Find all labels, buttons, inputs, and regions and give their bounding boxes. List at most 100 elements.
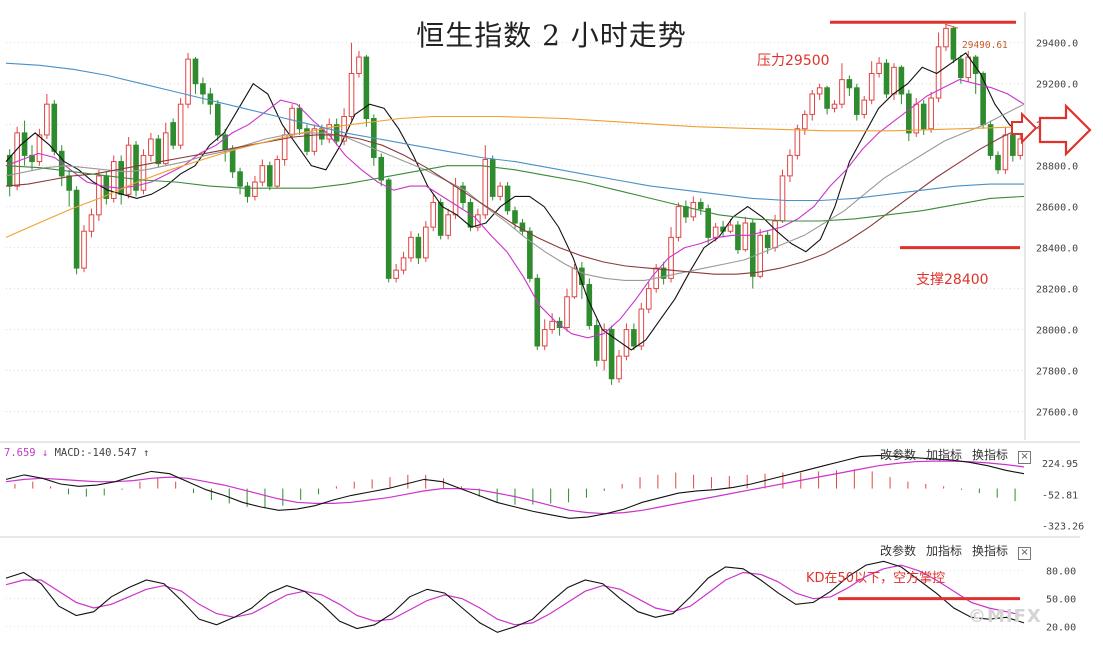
candle-body [96, 175, 102, 216]
ma-line-ma-green [5, 165, 1025, 222]
candle-body [601, 329, 607, 361]
candle-body [972, 56, 979, 74]
macd-value: MACD:-140.547 [54, 447, 137, 459]
candle-body [200, 83, 206, 95]
candle-body [705, 208, 712, 238]
high-marker-pointer [944, 23, 959, 29]
candle-body [995, 154, 1001, 171]
candle-body [333, 124, 340, 142]
price-tick-label: 27800.0 [1036, 367, 1078, 378]
candle-body [638, 308, 645, 347]
kd-k-line [5, 560, 1025, 633]
candle-body [393, 269, 399, 279]
price-tick-label: 28000.0 [1036, 326, 1078, 337]
candle-body [846, 79, 853, 89]
ma-line-ma-magenta [5, 79, 1025, 339]
candle-body [423, 226, 429, 259]
resistance-label: 压力29500 [757, 53, 830, 69]
kd-toolbar: 改参数 加指标 换指标 × [880, 542, 1041, 560]
kd-add-indicator-button[interactable]: 加指标 [926, 544, 963, 558]
moving-average-lines [5, 52, 1025, 351]
candle-body [898, 66, 905, 95]
candle-body [757, 234, 764, 277]
support-label: 支撑28400 [916, 272, 989, 288]
kd-tick-label: 80.00 [1046, 567, 1076, 578]
candle-body [445, 214, 451, 236]
candle-body [408, 236, 414, 259]
macd-toolbar: 改参数 加指标 换指标 × [880, 446, 1041, 464]
candle-body [341, 115, 347, 142]
candle-body [289, 107, 295, 136]
watermark: ©MIFX [968, 606, 1042, 627]
high-marker-label: 29490.61 [962, 40, 1008, 51]
candle-body [378, 156, 385, 181]
up-arrow-icon: ↑ [143, 447, 150, 459]
candle-body [779, 175, 786, 222]
candle-body [519, 222, 526, 232]
kd-edit-params-button[interactable]: 改参数 [880, 544, 917, 558]
candle-body [831, 103, 838, 109]
kd-d-line [5, 564, 1025, 626]
candle-body [192, 58, 199, 85]
candle-body [712, 226, 719, 238]
candle-body [460, 185, 466, 204]
candle-body [564, 296, 570, 329]
candle-body [125, 144, 132, 195]
candle-body [73, 189, 80, 269]
arrow-right-icon [1011, 111, 1038, 145]
candle-body [527, 230, 533, 279]
candle-body [586, 283, 593, 326]
candle-body [876, 62, 882, 74]
candle-body [809, 93, 816, 115]
candle-body [51, 103, 58, 152]
candle-body [437, 202, 444, 236]
candle-body [824, 87, 830, 109]
candle-body [356, 56, 362, 74]
candle-body [854, 87, 860, 115]
candle-body [683, 206, 689, 218]
macd-readout: 7.659 ↓ MACD:-140.547 ↑ [4, 447, 149, 459]
candle-body [534, 277, 541, 347]
macd-edit-params-button[interactable]: 改参数 [880, 448, 917, 462]
candle-body [348, 72, 355, 117]
candle-body [950, 27, 957, 60]
annotation-shapes [830, 20, 1092, 601]
kd-tick-label: 50.00 [1046, 595, 1076, 606]
candle-body [794, 128, 801, 156]
candle-body [742, 222, 749, 251]
macd-close-icon[interactable]: × [1018, 451, 1032, 464]
candle-body [363, 56, 370, 120]
kd-switch-indicator-button[interactable]: 换指标 [972, 544, 1009, 558]
ma-line-ma-orange [5, 115, 1025, 238]
price-tick-label: 28800.0 [1036, 162, 1078, 173]
candle-body [764, 234, 771, 249]
price-tick-label: 28200.0 [1036, 285, 1078, 296]
candle-body [229, 148, 236, 173]
candle-body [155, 138, 162, 165]
candle-body [749, 222, 756, 277]
candle-body [110, 161, 117, 199]
candle-body [14, 132, 20, 187]
candle-body [943, 27, 949, 48]
kd-note: KD在50以下，空方掌控 [806, 571, 946, 586]
candle-body [311, 128, 318, 152]
macd-dif-line [5, 454, 1025, 519]
price-tick-label: 29400.0 [1036, 39, 1078, 50]
candle-body [21, 132, 28, 156]
candle-body [541, 329, 548, 347]
candle-body [400, 257, 407, 271]
candle-body [81, 230, 87, 269]
macd-switch-indicator-button[interactable]: 换指标 [972, 448, 1009, 462]
candle-body [928, 97, 934, 130]
candle-body [66, 175, 72, 191]
candle-body [623, 329, 630, 357]
candle-body [987, 124, 994, 156]
candle-body [839, 79, 845, 105]
macd-add-indicator-button[interactable]: 加指标 [926, 448, 963, 462]
price-tick-label: 28400.0 [1036, 244, 1078, 255]
candle-body [787, 154, 793, 177]
kd-close-icon[interactable]: × [1018, 547, 1032, 560]
macd-tick-label: 224.95 [1042, 459, 1078, 470]
candle-body [452, 185, 459, 216]
candle-body [697, 202, 704, 210]
